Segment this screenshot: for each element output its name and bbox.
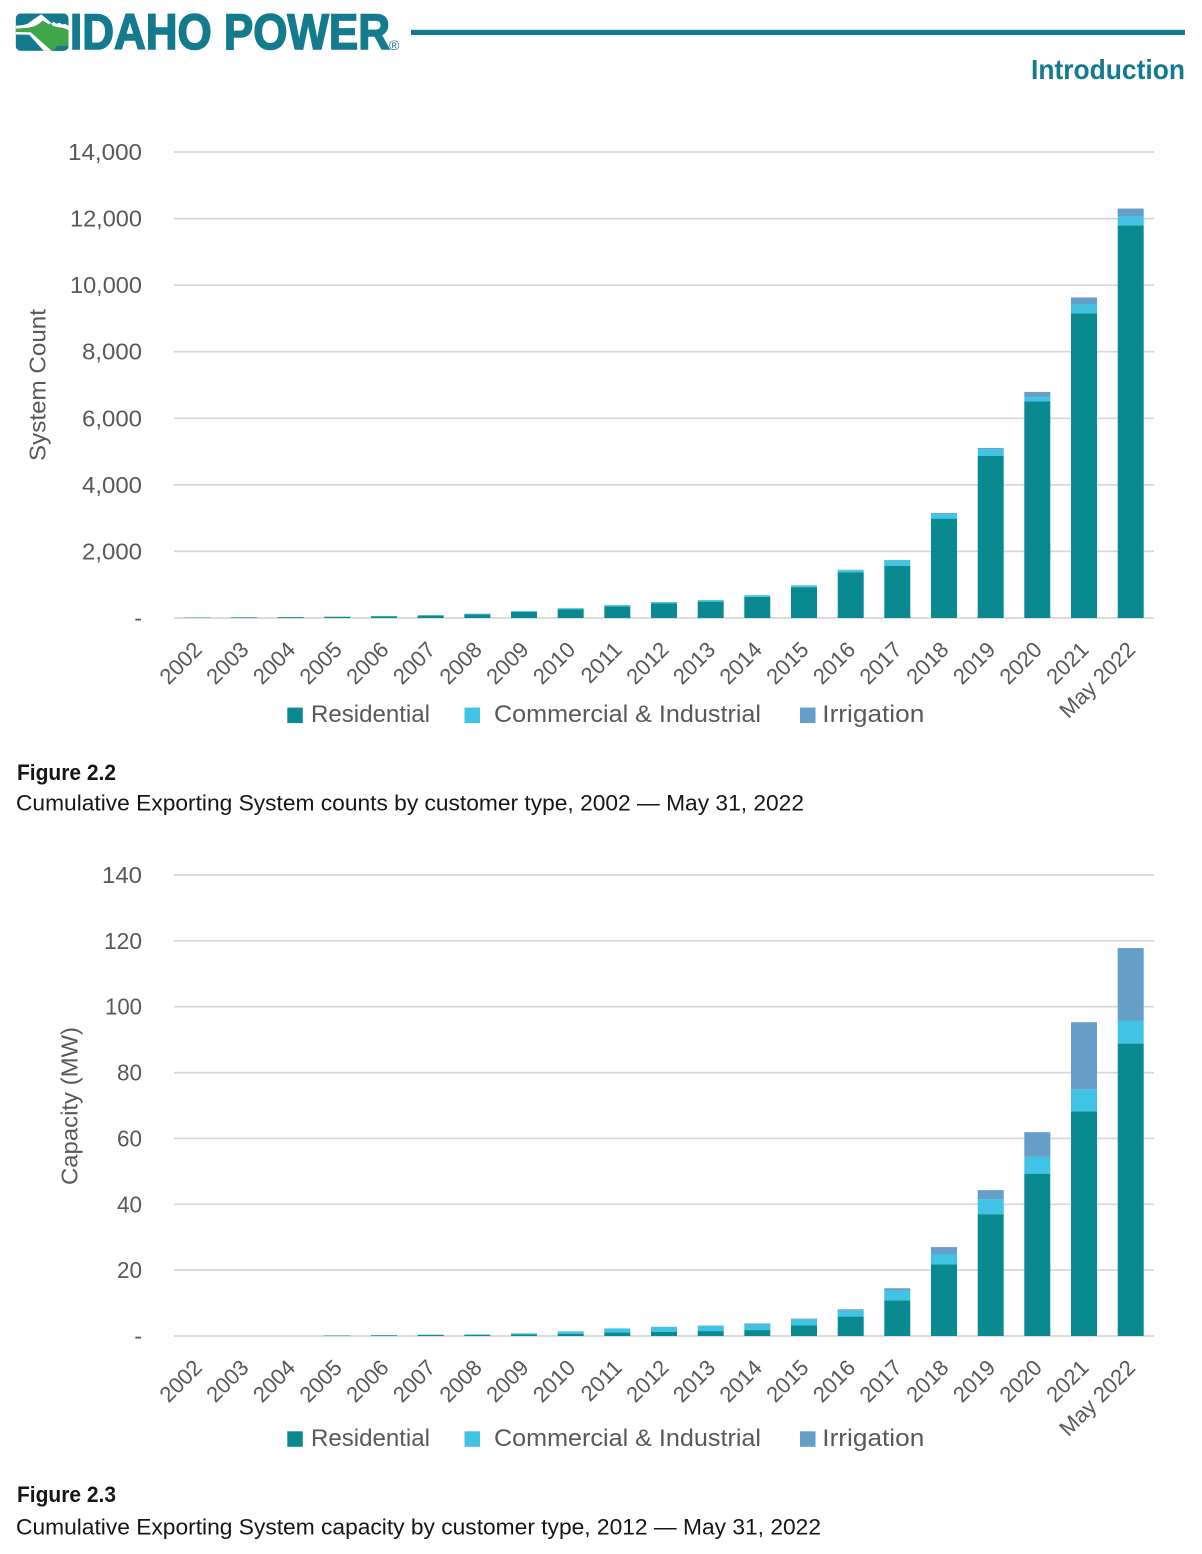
svg-text:Figure 2.2: Figure 2.2 — [17, 760, 116, 785]
svg-text:120: 120 — [104, 928, 142, 954]
svg-text:4,000: 4,000 — [82, 472, 142, 498]
svg-text:Residential: Residential — [311, 701, 430, 728]
svg-text:Capacity (MW): Capacity (MW) — [57, 1027, 83, 1185]
svg-text:14,000: 14,000 — [68, 139, 142, 165]
svg-text:Residential: Residential — [311, 1425, 430, 1452]
svg-text:Cumulative Exporting System co: Cumulative Exporting System counts by cu… — [16, 791, 804, 816]
svg-text:8,000: 8,000 — [82, 339, 142, 365]
svg-text:Irrigation: Irrigation — [822, 1425, 924, 1452]
svg-text:Irrigation: Irrigation — [822, 701, 924, 728]
svg-text:Commercial & Industrial: Commercial & Industrial — [494, 701, 761, 728]
svg-text:Introduction: Introduction — [1031, 54, 1185, 85]
svg-text:60: 60 — [117, 1125, 142, 1151]
svg-text:140: 140 — [102, 862, 142, 888]
svg-text:10,000: 10,000 — [70, 272, 142, 298]
svg-text:40: 40 — [117, 1191, 142, 1217]
svg-text:®: ® — [389, 37, 400, 53]
svg-text:System Count: System Count — [25, 308, 51, 461]
svg-text:100: 100 — [105, 994, 142, 1020]
svg-text:80: 80 — [117, 1060, 142, 1086]
svg-text:Cumulative Exporting System ca: Cumulative Exporting System capacity by … — [16, 1515, 821, 1540]
svg-text:IDAHO POWER: IDAHO POWER — [70, 4, 390, 60]
svg-text:6,000: 6,000 — [82, 405, 142, 431]
svg-text:20: 20 — [117, 1257, 142, 1283]
svg-text:-: - — [134, 1323, 142, 1349]
svg-text:2,000: 2,000 — [82, 538, 142, 564]
svg-text:Commercial & Industrial: Commercial & Industrial — [494, 1425, 761, 1452]
svg-text:12,000: 12,000 — [70, 206, 142, 232]
svg-text:-: - — [134, 605, 142, 631]
svg-text:Figure 2.3: Figure 2.3 — [17, 1482, 116, 1507]
